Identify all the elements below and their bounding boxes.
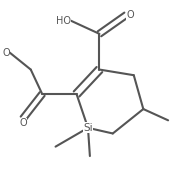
- Text: HO: HO: [56, 16, 71, 26]
- Text: O: O: [2, 48, 10, 58]
- Text: O: O: [126, 10, 134, 20]
- Text: Si: Si: [83, 123, 93, 133]
- Text: O: O: [19, 118, 27, 128]
